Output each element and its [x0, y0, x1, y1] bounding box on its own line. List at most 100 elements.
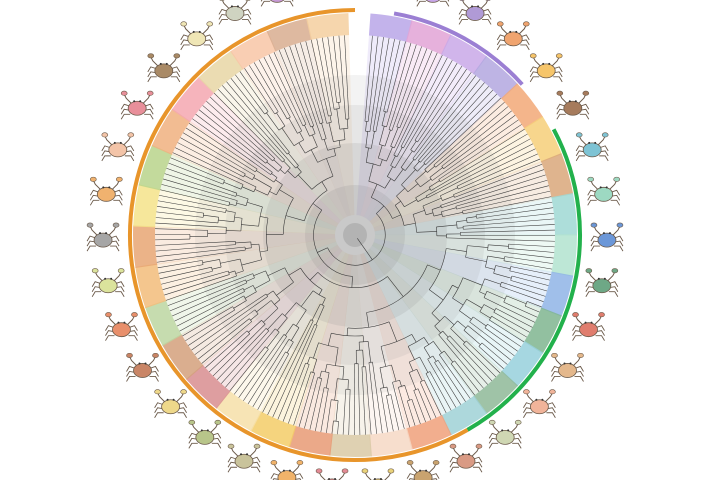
tree-branch	[155, 222, 227, 228]
tree-branch	[284, 267, 294, 283]
clade-wedge	[260, 252, 350, 427]
tree-branch	[198, 109, 266, 164]
tree-branch	[442, 330, 449, 338]
tree-branch	[433, 102, 505, 166]
tree-branch	[395, 200, 401, 206]
tree-branch	[321, 298, 326, 306]
tree-branch	[316, 38, 332, 116]
tree-branch	[394, 205, 405, 226]
tree-branch	[302, 124, 307, 127]
tree-branch	[487, 255, 505, 260]
tree-branch	[226, 230, 241, 232]
tree-branch	[412, 75, 476, 159]
tree-branch	[272, 324, 315, 418]
tree-branch	[450, 328, 466, 343]
tree-branch	[365, 366, 372, 435]
tree-branch	[390, 127, 399, 147]
tree-branch	[452, 277, 464, 299]
tree-branch	[346, 119, 349, 129]
clade-color-band	[369, 428, 413, 457]
tree-branch	[254, 189, 268, 196]
clade-wedge	[160, 153, 337, 231]
tree-branch	[483, 297, 536, 323]
tree-branch	[398, 387, 410, 428]
tree-branch	[462, 190, 551, 212]
tree-branch	[386, 41, 406, 113]
tree-branch	[177, 142, 244, 178]
tree-branch	[479, 311, 491, 319]
tree-branch	[392, 379, 400, 383]
tree-branch	[380, 334, 412, 347]
tree-branch	[265, 270, 271, 281]
tree-branch	[466, 299, 483, 309]
tree-branch	[413, 161, 420, 169]
tree-branch	[391, 364, 397, 382]
tree-branch	[391, 46, 422, 131]
tree-branch	[431, 206, 442, 210]
tree-branch	[267, 187, 272, 196]
crab-icon	[572, 312, 605, 341]
tree-branch	[248, 65, 279, 112]
tree-branch	[458, 153, 538, 190]
tree-branch	[259, 250, 268, 253]
tree-branch	[185, 127, 256, 173]
tree-branch	[180, 137, 246, 175]
tree-branch	[247, 339, 290, 405]
tree-branch	[509, 270, 550, 281]
tree-branch	[167, 273, 253, 306]
tree-branch	[179, 295, 244, 332]
crab-icon	[406, 460, 440, 480]
crab-icon	[523, 389, 556, 418]
tree-branch	[425, 195, 428, 199]
tree-branch	[485, 266, 495, 270]
depth-ring	[225, 105, 485, 365]
clade-wedge	[310, 35, 355, 216]
tree-branch	[454, 360, 480, 392]
tree-branch	[311, 303, 321, 321]
tree-branch	[503, 260, 553, 270]
clade-wedge	[374, 234, 555, 273]
tree-branch	[286, 341, 294, 353]
tree-branch	[415, 188, 431, 199]
tree-branch	[246, 277, 255, 282]
crab-icon	[147, 53, 181, 83]
tree-branch	[235, 74, 265, 115]
tree-branch	[270, 172, 273, 175]
tree-branch	[375, 38, 395, 132]
tree-branch	[390, 146, 395, 149]
tree-branch	[327, 333, 332, 346]
tree-branch	[479, 291, 486, 295]
tree-branch	[182, 306, 233, 337]
tree-branch	[245, 247, 252, 249]
clade-wedge	[165, 241, 338, 335]
tree-branch	[297, 130, 302, 134]
tree-branch	[162, 270, 229, 290]
tree-branch	[336, 108, 341, 130]
tree-branch	[405, 159, 415, 171]
tree-branch	[466, 340, 501, 374]
tree-branch	[430, 133, 528, 191]
tree-branch	[415, 170, 427, 181]
clade-color-band	[551, 192, 577, 236]
tree-branch	[274, 111, 279, 115]
clade-wedge	[374, 197, 555, 236]
tree-branch	[413, 390, 426, 423]
tree-branch	[300, 290, 314, 307]
tree-branch	[251, 243, 259, 246]
clade-wedge	[155, 226, 336, 265]
tree-branch	[493, 312, 530, 333]
tree-branch	[413, 388, 419, 391]
crab-icon	[260, 0, 294, 7]
tree-branch	[202, 105, 268, 161]
tree-branch	[252, 351, 286, 408]
tree-branch	[321, 123, 327, 139]
tree-branch	[434, 362, 462, 405]
tree-branch	[504, 256, 553, 264]
tree-branch	[188, 293, 267, 346]
tree-branch	[412, 214, 417, 233]
tree-branch	[324, 387, 329, 389]
tree-branch	[256, 170, 275, 183]
depth-ring	[343, 223, 367, 247]
tree-branch	[253, 270, 266, 277]
tree-branch	[351, 276, 353, 288]
